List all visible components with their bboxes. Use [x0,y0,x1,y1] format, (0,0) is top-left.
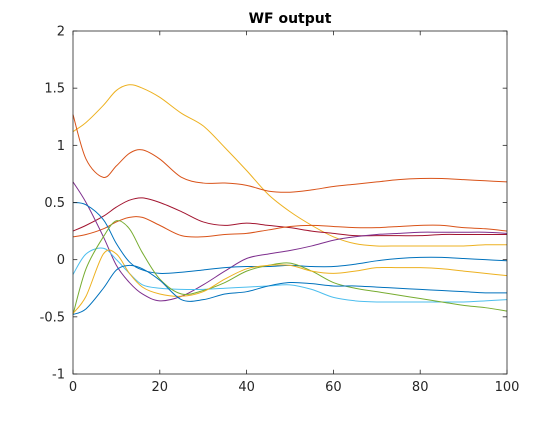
x-tick-label-1: 20 [152,380,169,395]
series-line-1 [72,84,508,247]
axes-background [73,31,507,374]
y-tick-label-0: -1 [52,368,65,383]
y-tick-label-3: 0.5 [44,196,65,211]
tick-layer: 0 20 40 60 80 100 -1 -0.5 0 0.5 1 1.5 2 [40,25,520,396]
x-tick-label-0: 0 [69,380,77,395]
series-line-9 [72,249,508,314]
series-line-5 [72,181,508,302]
y-tick-label-4: 1 [57,139,65,154]
x-tick-label-3: 60 [325,380,342,395]
x-tick-label-5: 100 [495,380,520,395]
series-line-6 [72,202,508,274]
y-tick-label-5: 1.5 [44,82,65,97]
series-line-10 [72,264,508,316]
y-tick-label-1: -0.5 [40,310,65,325]
x-tick-label-2: 40 [238,380,255,395]
y-tick-label-2: 0 [57,253,65,268]
series-line-2 [72,114,508,193]
chart-title: WF output [249,11,332,27]
series-layer [72,84,508,316]
series-line-4 [72,216,508,238]
series-line-3 [72,197,507,237]
x-tick-label-4: 80 [412,380,429,395]
y-tick-label-6: 2 [57,25,65,40]
